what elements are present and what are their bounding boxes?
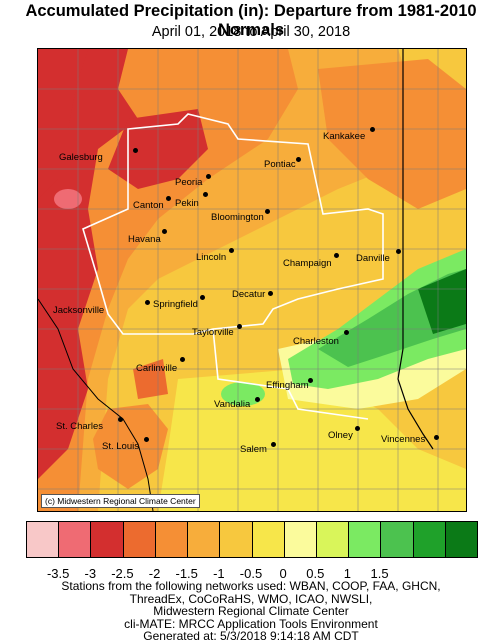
city-label-pekin[interactable]: Pekin [175, 198, 199, 209]
footer-line: Midwestern Regional Climate Center [153, 604, 349, 619]
state-border-east [397, 49, 434, 450]
legend-label: -2.5 [111, 566, 134, 581]
city-dot [162, 229, 167, 234]
city-label-salem[interactable]: Salem [240, 444, 267, 455]
dark-green-patch [418, 269, 466, 334]
legend-swatch [284, 522, 317, 557]
legend-swatch [155, 522, 189, 557]
legend-swatch [27, 522, 60, 557]
legend-label: -3.5 [46, 566, 70, 581]
legend-label: -1 [213, 566, 225, 581]
city-label-lincoln[interactable]: Lincoln [196, 252, 227, 263]
legend-label: -1.5 [175, 566, 198, 581]
city-label-springfield[interactable]: Springfield [153, 299, 198, 310]
precipitation-map: Kankakee Galesburg Pontiac Peoria Canton… [37, 48, 467, 512]
city-dot [133, 148, 138, 153]
legend-swatch [413, 522, 446, 557]
legend-label: -0.5 [239, 566, 263, 581]
legend-swatch [220, 522, 253, 557]
city-label-canton[interactable]: Canton [133, 200, 164, 211]
city-dot [145, 300, 150, 305]
city-label-champaign[interactable]: Champaign [283, 258, 332, 269]
legend-label: 1 [343, 566, 352, 581]
legend-label: 1.5 [370, 566, 389, 581]
city-label-st-louis[interactable]: St. Louis [102, 441, 139, 452]
footer-line: cli-MATE: MRCC Application Tools Environ… [124, 616, 378, 631]
city-dot [334, 253, 339, 258]
city-dot [434, 435, 439, 440]
city-dot [229, 248, 234, 253]
footer-line: Stations from the following networks use… [61, 579, 441, 593]
footer-line: ThreadEx, CoCoRaHS, WMO, ICAO, NWSLI, [129, 591, 373, 606]
legend-swatch [91, 522, 124, 557]
credit-label: (c) Midwestern Regional Climate Center [41, 494, 200, 508]
legend-swatch [349, 522, 382, 557]
city-label-galesburg[interactable]: Galesburg [59, 152, 103, 163]
city-label-charleston[interactable]: Charleston [293, 336, 339, 347]
pink-spot [54, 189, 82, 209]
legend-swatch [316, 522, 350, 557]
city-dot [237, 324, 242, 329]
legend-swatch [381, 522, 414, 557]
legend-swatch [188, 522, 221, 557]
red-zone-nw [38, 49, 88, 199]
city-dot [268, 291, 273, 296]
city-label-decatur[interactable]: Decatur [232, 289, 266, 300]
legend-label: -2 [148, 566, 161, 581]
legend-swatch [445, 522, 478, 557]
region-outline [82, 113, 384, 335]
city-label-jacksonville[interactable]: Jacksonville [53, 305, 105, 316]
city-label-taylorville[interactable]: Taylorville [192, 327, 234, 338]
city-dot [203, 192, 208, 197]
region-outline-south [212, 328, 369, 420]
city-label-bloomington[interactable]: Bloomington [211, 212, 264, 223]
city-label-kankakee[interactable]: Kankakee [323, 131, 366, 142]
city-dot [355, 426, 360, 431]
city-label-danville[interactable]: Danville [356, 253, 390, 264]
city-label-peoria[interactable]: Peoria [175, 177, 203, 188]
city-dot [166, 196, 171, 201]
city-label-st-charles[interactable]: St. Charles [56, 421, 103, 432]
legend-label: 0.5 [306, 566, 325, 581]
city-dot [255, 397, 260, 402]
city-label-carlinville[interactable]: Carlinville [136, 363, 178, 374]
city-dot [344, 330, 349, 335]
map-subtitle: April 01, 2018 to April 30, 2018 [151, 24, 351, 40]
green-patch-vandalia [221, 382, 265, 406]
legend-bar [26, 521, 478, 558]
city-dot [118, 417, 123, 422]
red-zone-west [38, 49, 138, 479]
city-dot [271, 442, 276, 447]
city-dot [206, 174, 211, 179]
legend-labels: -3.5 -3 -2.5 -2 -1.5 -1 -0.5 0 0.5 1 1.5 [0, 566, 502, 582]
legend-swatch [252, 522, 285, 557]
city-dot [180, 357, 185, 362]
city-label-pontiac[interactable]: Pontiac [264, 159, 296, 170]
city-label-vandalia[interactable]: Vandalia [214, 399, 251, 410]
map-shading [38, 49, 466, 511]
city-label-olney[interactable]: Olney [328, 430, 353, 441]
city-dot [144, 437, 149, 442]
city-dot [308, 378, 313, 383]
city-dot [396, 249, 401, 254]
orange-zone-stlouis [93, 404, 168, 489]
state-border-west [38, 298, 154, 511]
city-dot [265, 209, 270, 214]
legend-label: 0 [279, 566, 287, 581]
city-label-vincennes[interactable]: Vincennes [381, 434, 426, 445]
county-lines [38, 49, 466, 511]
footer-line: Generated at: 5/3/2018 9:14:18 AM CDT [143, 629, 359, 643]
dark-orange-zone [38, 49, 298, 511]
city-label-havana[interactable]: Havana [128, 234, 161, 245]
map-title: Accumulated Precipitation (in): Departur… [25, 2, 477, 39]
city-dot [200, 295, 205, 300]
legend-swatch [123, 522, 156, 557]
orange-zone-kankakee [318, 59, 466, 209]
legend-swatch [59, 522, 92, 557]
footer: Stations from the following networks use… [0, 580, 502, 643]
legend-label: -3 [84, 566, 97, 581]
city-dot [370, 127, 375, 132]
city-dot [296, 157, 301, 162]
city-label-effingham[interactable]: Effingham [266, 380, 309, 391]
